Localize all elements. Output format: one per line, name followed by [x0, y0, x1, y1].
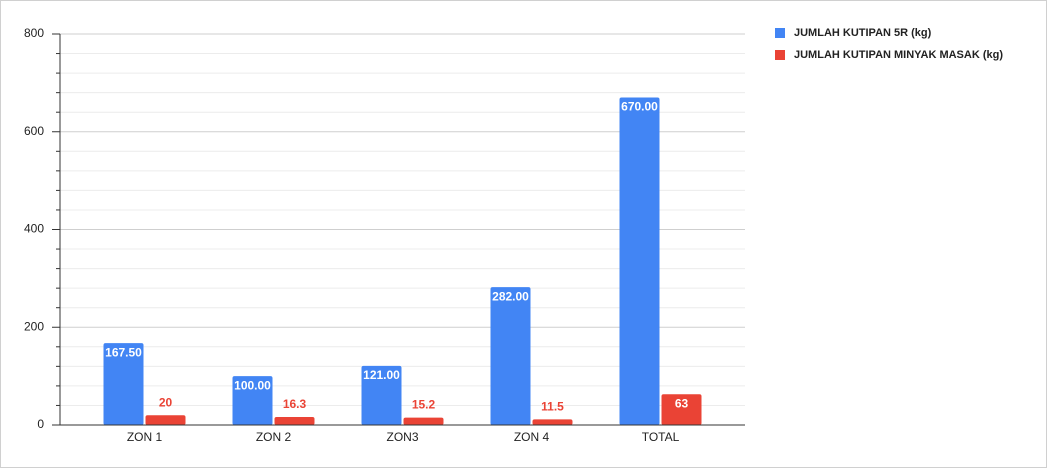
bar: [532, 419, 573, 425]
bar: [274, 417, 315, 425]
bar: [145, 415, 186, 425]
data-label: 16.3: [283, 397, 307, 411]
legend-swatch: [775, 50, 785, 60]
y-tick-label: 0: [37, 417, 44, 431]
bar: [232, 376, 273, 425]
legend-label: JUMLAH KUTIPAN MINYAK MASAK (kg): [794, 49, 1003, 61]
y-tick-label: 400: [24, 222, 44, 236]
bar: [403, 417, 444, 425]
data-label: 11.5: [541, 400, 564, 414]
x-tick-label: ZON 1: [127, 430, 163, 444]
data-label: 121.00: [363, 368, 400, 382]
bar: [490, 287, 531, 425]
data-label: 100.00: [234, 378, 271, 392]
x-tick-label: ZON 2: [256, 430, 292, 444]
y-tick-label: 200: [24, 319, 44, 333]
data-label: 282.00: [492, 289, 529, 303]
legend-label: JUMLAH KUTIPAN 5R (kg): [794, 27, 932, 39]
bar: [103, 343, 144, 425]
y-tick-label: 600: [24, 124, 44, 138]
data-label: 167.50: [105, 345, 142, 359]
bar: [361, 365, 402, 425]
bar: [619, 97, 660, 425]
x-tick-label: ZON3: [386, 430, 418, 444]
data-label: 670.00: [621, 100, 658, 114]
x-tick-label: ZON 4: [514, 430, 550, 444]
x-tick-label: TOTAL: [642, 430, 680, 444]
data-label: 20: [159, 395, 173, 409]
legend-swatch: [775, 28, 785, 38]
y-tick-label: 800: [24, 26, 44, 40]
bar: [661, 394, 702, 425]
data-label: 63: [675, 396, 689, 410]
data-label: 15.2: [412, 398, 436, 412]
